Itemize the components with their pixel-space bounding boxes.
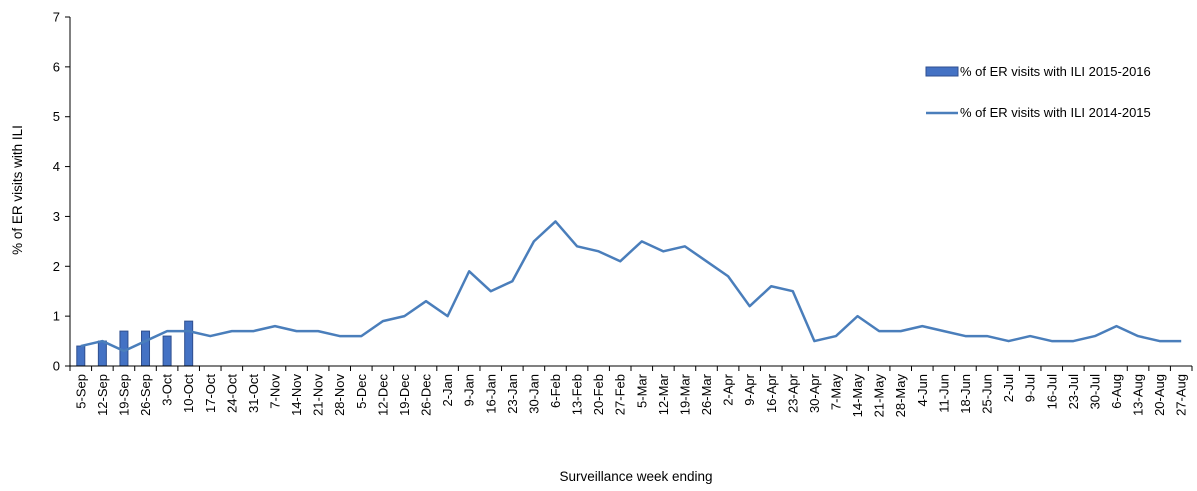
x-tick-label-12-dec: 12-Dec	[375, 374, 390, 416]
x-tick-label-31-oct: 31-Oct	[246, 374, 261, 413]
x-tick-label-24-oct: 24-Oct	[224, 374, 239, 413]
x-tick-label-26-sep: 26-Sep	[138, 374, 153, 416]
x-tick-label-2-jul: 2-Jul	[1001, 374, 1016, 402]
x-tick-label-19-sep: 19-Sep	[116, 374, 131, 416]
x-tick-label-9-jan: 9-Jan	[462, 374, 477, 407]
y-tick-label-7: 7	[53, 10, 60, 25]
x-tick-label-26-mar: 26-Mar	[699, 373, 714, 415]
y-tick-label-6: 6	[53, 59, 60, 74]
x-tick-label-28-nov: 28-Nov	[332, 374, 347, 416]
legend: % of ER visits with ILI 2015-2016 % of E…	[925, 64, 1151, 120]
x-tick-label-19-mar: 19-Mar	[677, 373, 692, 415]
x-tick-label-5-mar: 5-Mar	[634, 373, 649, 408]
x-tick-label-23-apr: 23-Apr	[785, 373, 800, 413]
x-tick-label-18-jun: 18-Jun	[958, 374, 973, 414]
x-axis-ticks: 5-Sep 12-Sep 19-Sep 26-Sep 3-Oct 10-Oct 17-Oct…	[69, 366, 1193, 418]
legend-item-2014-2015: % of ER visits with ILI 2014-2015	[926, 105, 1151, 120]
x-tick-label-20-aug: 20-Aug	[1152, 374, 1167, 416]
x-tick-label-27-aug: 27-Aug	[1174, 374, 1189, 416]
x-tick-label-4-jun: 4-Jun	[915, 374, 930, 407]
x-tick-label-9-apr: 9-Apr	[742, 373, 757, 405]
y-axis-title: % of ER visits with ILI	[10, 125, 25, 255]
y-tick-label-0: 0	[53, 359, 60, 374]
x-tick-label-23-jan: 23-Jan	[505, 374, 520, 414]
x-tick-label-6-aug: 6-Aug	[1109, 374, 1124, 409]
bar-5-sep	[76, 345, 86, 367]
x-tick-label-2-apr: 2-Apr	[721, 373, 736, 405]
bar-3-oct	[162, 335, 172, 367]
x-tick-label-16-jan: 16-Jan	[483, 374, 498, 414]
x-tick-label-25-jun: 25-Jun	[980, 374, 995, 414]
x-axis-title: Surveillance week ending	[559, 469, 712, 484]
x-tick-label-12-mar: 12-Mar	[656, 373, 671, 415]
x-tick-label-26-dec: 26-Dec	[419, 374, 434, 416]
x-tick-label-30-jul: 30-Jul	[1087, 374, 1102, 410]
x-tick-label-6-feb: 6-Feb	[548, 374, 563, 408]
x-tick-label-14-may: 14-May	[850, 374, 865, 418]
x-tick-label-16-jul: 16-Jul	[1044, 374, 1059, 410]
x-tick-label-13-aug: 13-Aug	[1131, 374, 1146, 416]
line-series-2014-2015	[80, 220, 1182, 353]
x-tick-label-11-jun: 11-Jun	[936, 374, 951, 413]
y-axis-ticks: 0 1 2 3 4 5 6 7	[53, 10, 70, 374]
x-tick-label-2-jan: 2-Jan	[440, 374, 455, 407]
y-tick-label-2: 2	[53, 259, 60, 274]
x-tick-label-28-may: 28-May	[893, 374, 908, 418]
x-tick-label-30-jan: 30-Jan	[526, 374, 541, 414]
line-series-2014-2015-path	[80, 220, 1182, 353]
y-tick-label-4: 4	[53, 159, 60, 174]
x-tick-label-21-may: 21-May	[872, 374, 887, 418]
x-tick-label-5-sep: 5-Sep	[73, 374, 88, 409]
legend-label-2014-2015: % of ER visits with ILI 2014-2015	[960, 105, 1151, 120]
x-tick-label-14-nov: 14-Nov	[289, 374, 304, 416]
y-tick-label-1: 1	[53, 309, 60, 324]
x-tick-label-7-nov: 7-Nov	[267, 374, 282, 409]
legend-item-2015-2016: % of ER visits with ILI 2015-2016	[925, 64, 1151, 79]
bar-12-sep	[97, 340, 107, 367]
x-tick-label-7-may: 7-May	[828, 374, 843, 411]
legend-swatch-bar	[925, 66, 959, 77]
x-tick-label-3-oct: 3-Oct	[160, 374, 175, 406]
bar-10-oct	[184, 320, 194, 367]
x-tick-label-13-feb: 13-Feb	[570, 374, 585, 415]
x-tick-label-5-dec: 5-Dec	[354, 374, 369, 409]
x-tick-label-20-feb: 20-Feb	[591, 374, 606, 415]
x-tick-label-10-oct: 10-Oct	[181, 374, 196, 413]
x-tick-label-12-sep: 12-Sep	[95, 374, 110, 416]
y-tick-label-3: 3	[53, 209, 60, 224]
x-tick-label-27-feb: 27-Feb	[613, 374, 628, 415]
x-tick-label-23-jul: 23-Jul	[1066, 374, 1081, 410]
x-tick-label-19-dec: 19-Dec	[397, 374, 412, 416]
bar-26-sep	[141, 330, 151, 367]
x-tick-label-30-apr: 30-Apr	[807, 373, 822, 413]
legend-label-2015-2016: % of ER visits with ILI 2015-2016	[960, 64, 1151, 79]
x-tick-label-9-jul: 9-Jul	[1023, 374, 1038, 402]
x-tick-label-16-apr: 16-Apr	[764, 373, 779, 413]
y-tick-label-5: 5	[53, 109, 60, 124]
x-tick-label-21-nov: 21-Nov	[311, 374, 326, 416]
x-tick-label-17-oct: 17-Oct	[203, 374, 218, 413]
